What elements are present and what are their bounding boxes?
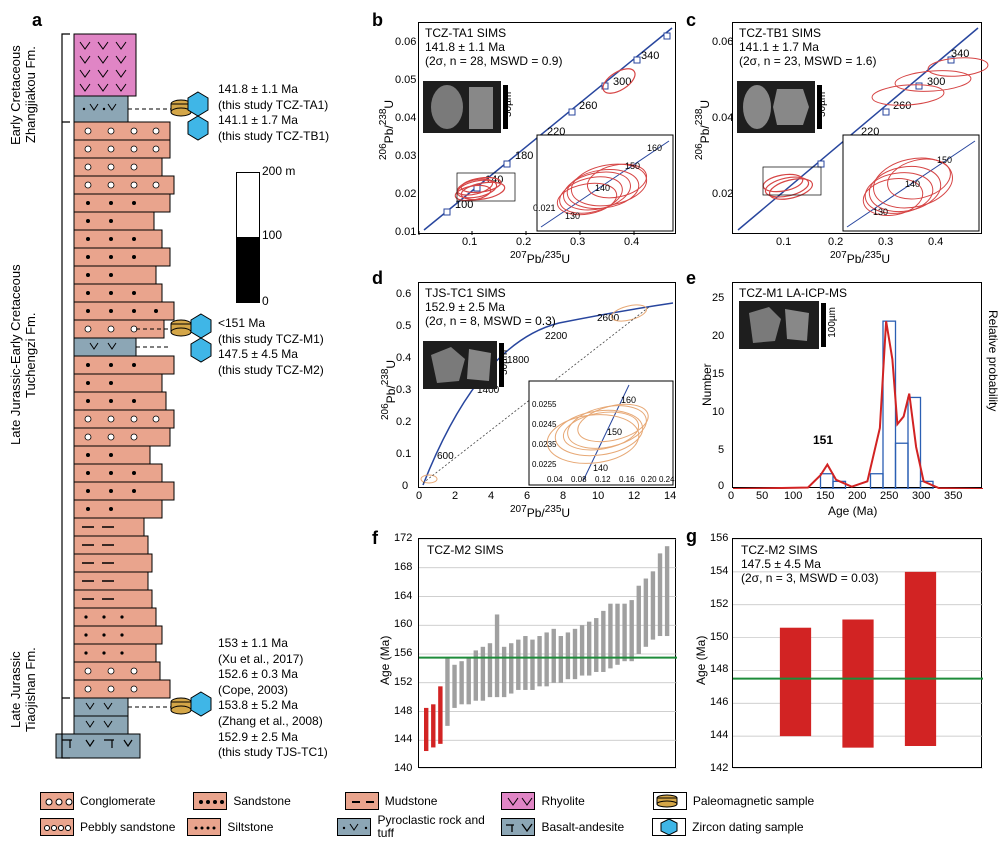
panel-f-title: TCZ-M2 SIMS	[427, 543, 504, 557]
panel-g-box: TCZ-M2 SIMS 147.5 ± 4.5 Ma (2σ, n = 3, M…	[732, 538, 982, 768]
legend-sandstone: Sandstone	[233, 794, 290, 808]
legend-paleomag: Paleomagnetic sample	[693, 794, 814, 808]
svg-text:0.16: 0.16	[619, 475, 635, 484]
panel-g-age: 147.5 ± 4.5 Ma	[741, 557, 821, 571]
svg-text:0.12: 0.12	[595, 475, 611, 484]
svg-text:300: 300	[613, 76, 631, 88]
svg-text:0.0255: 0.0255	[532, 400, 557, 409]
panel-g-ylabel: Age (Ma)	[694, 620, 708, 700]
legend-rhyolite: Rhyolite	[541, 794, 584, 808]
panel-b-age: 141.8 ± 1.1 Ma	[425, 40, 505, 54]
svg-text:180: 180	[515, 150, 533, 162]
anno-mid: <151 Ma(this study TCZ-M1) 147.5 ± 4.5 M…	[218, 316, 324, 378]
panel-d-stats: (2σ, n = 8, MSWD = 0.3)	[425, 314, 556, 328]
panel-c-stats: (2σ, n = 23, MSWD = 1.6)	[739, 54, 876, 68]
svg-text:2200: 2200	[545, 331, 568, 342]
legend-zircon: Zircon dating sample	[692, 820, 803, 834]
panel-g-stats: (2σ, n = 3, MSWD = 0.03)	[741, 571, 878, 585]
svg-text:0.021: 0.021	[533, 203, 556, 213]
svg-text:50µm: 50µm	[503, 92, 514, 117]
svg-text:260: 260	[893, 100, 911, 112]
panel-e-xlabel: Age (Ma)	[828, 504, 877, 518]
panel-c-label: c	[686, 10, 696, 31]
panel-c-ylabel: 206Pb/238U	[694, 80, 712, 180]
panel-b-title: TCZ-TA1 SIMS	[425, 26, 506, 40]
svg-text:140: 140	[595, 183, 610, 193]
legend: Conglomerate Sandstone Mudstone Rhyolite…	[40, 792, 980, 842]
svg-text:0.08: 0.08	[571, 475, 587, 484]
legend-siltstone: Siltstone	[227, 820, 273, 834]
svg-text:50µm: 50µm	[817, 92, 828, 117]
svg-text:1800: 1800	[507, 355, 530, 366]
panel-d-age: 152.9 ± 2.5 Ma	[425, 300, 505, 314]
panel-e-ylabel-right: Relative probability	[986, 310, 1000, 411]
scale-0: 0	[262, 294, 269, 310]
panel-d-label: d	[372, 268, 383, 289]
panel-c-box: 220260300340 50µm 130140150	[732, 22, 982, 234]
svg-text:0.04: 0.04	[547, 475, 563, 484]
svg-text:0.0245: 0.0245	[532, 420, 557, 429]
svg-text:140: 140	[593, 463, 608, 473]
period-c-label: Late JurassicTiaojishan Fm.	[8, 630, 38, 750]
panel-e-label: e	[686, 268, 696, 289]
panel-b-stats: (2σ, n = 28, MSWD = 0.9)	[425, 54, 562, 68]
panel-f-ylabel: Age (Ma)	[378, 620, 392, 700]
svg-text:150: 150	[625, 161, 640, 171]
panel-b-ylabel: 206Pb/238U	[378, 80, 396, 180]
panel-f-label: f	[372, 528, 378, 549]
period-a-label: Early CretaceousZhangjiakou Fm.	[8, 30, 38, 160]
panel-e-title: TCZ-M1 LA-ICP-MS	[739, 286, 847, 300]
legend-mudstone: Mudstone	[385, 794, 438, 808]
svg-text:300: 300	[927, 76, 945, 88]
panel-b-box: 100140180 220260300 340 50µm	[418, 22, 676, 234]
anno-bot: 153 ± 1.1 Ma(Xu et al., 2017) 152.6 ± 0.…	[218, 636, 328, 761]
legend-pebbly: Pebbly sandstone	[80, 820, 175, 834]
legend-basalt: Basalt-andesite	[541, 820, 624, 834]
panel-e-peak: 151	[813, 433, 833, 447]
panel-a-label: a	[32, 10, 42, 31]
svg-text:340: 340	[641, 50, 659, 62]
panel-c-xlabel: 207Pb/235U	[830, 250, 890, 266]
panel-f-box: TCZ-M2 SIMS	[418, 538, 676, 768]
svg-text:0.24: 0.24	[659, 475, 675, 484]
svg-text:260: 260	[579, 100, 597, 112]
panel-g-title: TCZ-M2 SIMS	[741, 543, 818, 557]
svg-text:50µm: 50µm	[499, 350, 510, 375]
svg-text:130: 130	[565, 211, 580, 221]
legend-conglomerate: Conglomerate	[80, 794, 155, 808]
panel-c-age: 141.1 ± 1.7 Ma	[739, 40, 819, 54]
panel-e-box: TCZ-M1 LA-ICP-MS 100µm 151	[732, 282, 982, 488]
scale-200: 200 m	[262, 164, 295, 180]
svg-text:160: 160	[621, 395, 636, 405]
legend-pyroclastic: Pyroclastic rock and tuff	[377, 814, 487, 839]
svg-text:2600: 2600	[597, 313, 620, 324]
anno-top: 141.8 ± 1.1 Ma(this study TCZ-TA1) 141.1…	[218, 82, 329, 144]
panel-g-label: g	[686, 526, 697, 547]
panel-d-box: 60014001800 22002600 50µm 140150160 0.02…	[418, 282, 676, 488]
panel-d-title: TJS-TC1 SIMS	[425, 286, 506, 300]
scale-bar	[236, 172, 260, 303]
svg-text:0.20: 0.20	[641, 475, 657, 484]
panel-d-xlabel: 207Pb/235U	[510, 504, 570, 520]
svg-text:150: 150	[937, 155, 952, 165]
panel-b-label: b	[372, 10, 383, 31]
svg-text:150: 150	[607, 427, 622, 437]
panel-c-title: TCZ-TB1 SIMS	[739, 26, 821, 40]
panel-b-xlabel: 207Pb/235U	[510, 250, 570, 266]
svg-text:0.0225: 0.0225	[532, 460, 557, 469]
period-b-label: Late Jurassic-Early CretaceousTuchengzi …	[8, 200, 38, 510]
svg-text:160: 160	[647, 143, 662, 153]
svg-text:130: 130	[873, 207, 888, 217]
svg-text:0.0235: 0.0235	[532, 440, 557, 449]
svg-text:140: 140	[905, 179, 920, 189]
scale-100: 100	[262, 228, 282, 244]
